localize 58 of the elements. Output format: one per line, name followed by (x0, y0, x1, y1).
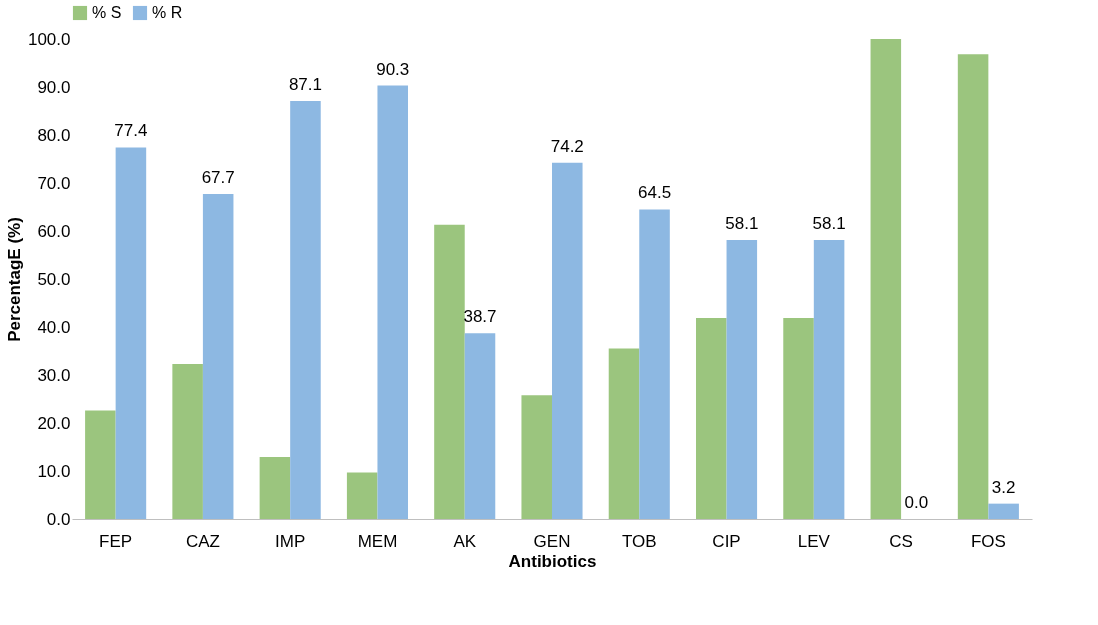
bar (608, 348, 640, 519)
bar (696, 317, 727, 519)
y-tick-label: 90.0 (37, 77, 71, 97)
y-tick-label: 30.0 (37, 365, 71, 385)
y-tick-label: 10.0 (37, 461, 71, 481)
data-label: 0.0 (904, 493, 929, 512)
bar (290, 100, 321, 519)
data-label: 77.4 (114, 121, 148, 141)
y-tick-label: 80.0 (37, 125, 71, 145)
bar (377, 85, 408, 519)
bar (552, 162, 583, 519)
y-axis-title: PercentagE (%) (4, 217, 24, 342)
bar (870, 39, 902, 519)
data-label: 58.1 (725, 214, 759, 234)
x-tick-label: TOB (621, 531, 657, 551)
bar (434, 224, 465, 519)
y-tick-label: 40.0 (37, 317, 71, 337)
data-label: 87.1 (288, 74, 322, 94)
x-tick-label: FEP (99, 531, 133, 551)
bar (346, 472, 378, 519)
x-tick-label: AK (453, 531, 477, 551)
bar (464, 333, 496, 519)
bar (957, 54, 989, 519)
bar (115, 147, 147, 519)
bar (259, 457, 291, 519)
bar (639, 209, 670, 519)
bar (783, 317, 814, 519)
y-tick-label: 0.0 (46, 509, 71, 529)
data-label: 38.7 (463, 307, 497, 327)
y-tick-label: 60.0 (37, 221, 71, 241)
data-label: 3.2 (991, 477, 1016, 497)
data-label: 58.1 (812, 214, 846, 234)
bar (813, 240, 845, 519)
x-tick-label: IMP (275, 531, 306, 551)
y-tick-label: 70.0 (37, 173, 71, 193)
bar (988, 503, 1019, 519)
x-tick-label: CAZ (185, 531, 220, 551)
x-axis-title: Antibiotics (508, 551, 597, 571)
x-tick-label: GEN (533, 531, 571, 551)
x-tick-label: FOS (970, 531, 1006, 551)
bar (85, 410, 116, 519)
bar (726, 240, 758, 519)
y-tick-label: 20.0 (37, 413, 71, 433)
data-label: 64.5 (638, 183, 672, 203)
legend-label: % S (92, 4, 122, 21)
y-tick-label: 100.0 (27, 29, 71, 49)
data-label: 67.7 (201, 168, 235, 188)
legend-label: % R (152, 4, 183, 21)
x-tick-label: CS (889, 531, 913, 551)
data-label: 90.3 (376, 59, 410, 79)
bar (521, 395, 552, 519)
bar (172, 363, 203, 519)
x-tick-label: MEM (357, 531, 398, 551)
data-label: 74.2 (550, 136, 584, 156)
y-tick-label: 50.0 (37, 269, 71, 289)
x-tick-label: CIP (712, 531, 741, 551)
x-tick-label: LEV (797, 531, 831, 551)
bar (202, 194, 234, 519)
